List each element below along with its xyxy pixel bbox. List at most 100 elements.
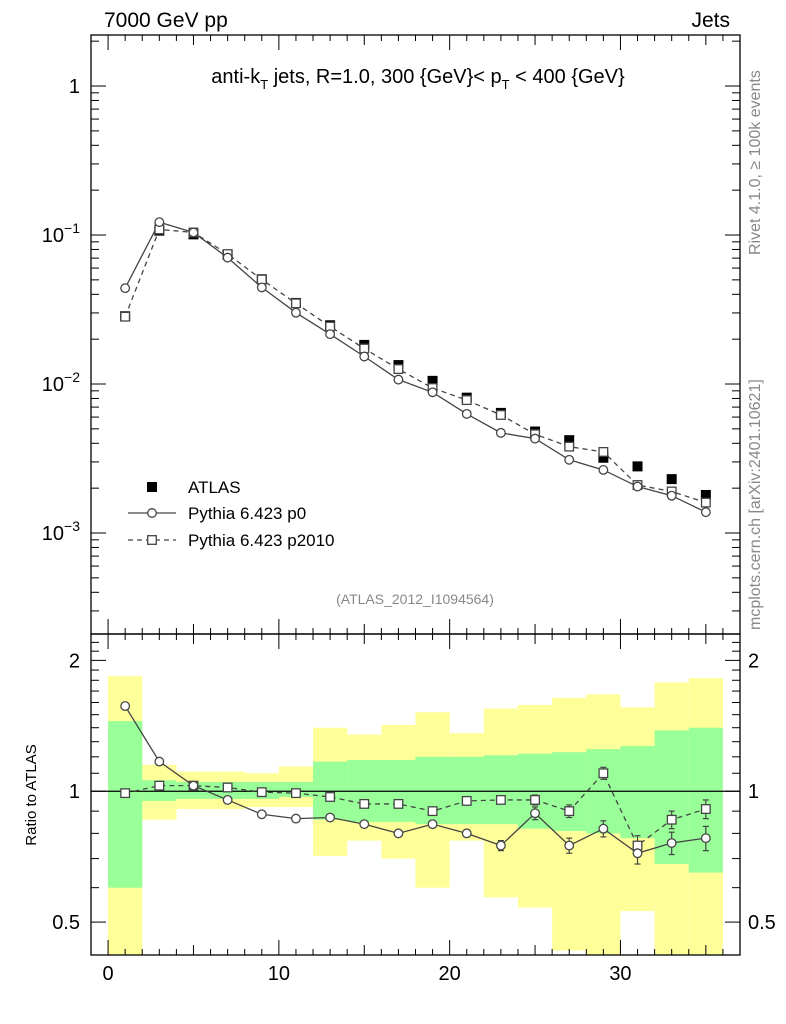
- p0-point: [427, 387, 438, 398]
- ratio-p0-point: [188, 780, 199, 791]
- p0-point: [188, 227, 199, 238]
- ratio-ytick-label-right: 1: [748, 781, 759, 803]
- p0-point: [564, 454, 575, 465]
- axes: 110−110−210−32 21 10.5 0.50 10 20 30: [42, 34, 776, 985]
- legend-atlas-marker: [147, 482, 157, 492]
- p2010-line: [124, 228, 707, 504]
- p0-point: [393, 374, 404, 385]
- p2010-point: [598, 446, 609, 457]
- main-ytick-label: 10−3: [42, 518, 80, 545]
- main-ytick-base: 10: [42, 374, 64, 396]
- p2010-point: [700, 497, 711, 508]
- band-inner-bin: [108, 721, 143, 888]
- ratio-p0-point: [393, 828, 404, 839]
- ratio-p0-point: [461, 828, 472, 839]
- p0-point: [530, 433, 541, 444]
- process-label: Jets: [691, 9, 730, 32]
- ratio-ytick-label-right: 0.5: [748, 912, 776, 934]
- ratio-p2010-point: [256, 787, 267, 798]
- p0-point: [120, 283, 131, 294]
- main-ytick-exponent: −2: [64, 369, 80, 385]
- title-mid: jets, R=1.0, 300 {GeV}< p: [268, 66, 502, 88]
- atlas-point: [598, 452, 609, 463]
- band-inner-bin: [620, 746, 655, 839]
- band-inner-bin: [449, 756, 484, 825]
- title-post: < 400 {GeV}: [510, 66, 625, 88]
- plot-title: anti-kT jets, R=1.0, 300 {GeV}< pT < 400…: [211, 66, 625, 92]
- ratio-p0-point: [427, 819, 438, 830]
- title-pre: anti-k: [211, 66, 261, 88]
- p2010-point: [564, 441, 575, 452]
- ratio-p2010-point: [222, 782, 233, 793]
- main-ytick-label: 10−1: [42, 220, 80, 247]
- main-ytick-exponent: −1: [64, 220, 80, 236]
- p0-point: [359, 351, 370, 362]
- ratio-p0-point: [495, 840, 506, 851]
- atlas-point: [666, 474, 677, 485]
- atlas-point: [427, 375, 438, 386]
- p2010-point: [290, 298, 301, 309]
- ratio-p0-point: [222, 794, 233, 805]
- rivet-label: Rivet 4.1.0, ≥ 100k events: [747, 70, 764, 255]
- ratio-p2010-point: [598, 768, 609, 779]
- ratio-p0-point: [256, 809, 267, 820]
- ratio-p0-point: [598, 823, 609, 834]
- ratio-p2010-point: [666, 814, 677, 825]
- ratio-p2010-point: [325, 792, 336, 802]
- atlas-point: [700, 489, 711, 500]
- legend-p2010-marker: [147, 535, 157, 545]
- p0-point: [700, 507, 711, 518]
- ratio-p2010-point: [530, 794, 541, 805]
- title-sub-1: T: [260, 77, 268, 92]
- legend-p0-marker: [147, 508, 157, 518]
- main-ytick-label: 10−2: [42, 369, 80, 396]
- ratio-p0-point: [154, 756, 165, 767]
- p0-point: [290, 307, 301, 318]
- analysis-id: (ATLAS_2012_I1094564): [336, 591, 494, 607]
- p0-point: [222, 252, 233, 263]
- ratio-p2010-point: [290, 788, 301, 799]
- main-series: [120, 217, 711, 518]
- collision-label: 7000 GeV pp: [104, 9, 228, 32]
- ratio-p0-point: [700, 833, 711, 844]
- ratio-p0-point: [120, 701, 131, 712]
- ratio-ytick-label-left: 1: [69, 781, 80, 803]
- legend-label: Pythia 6.423 p2010: [188, 531, 335, 550]
- atlas-point: [564, 435, 575, 446]
- ratio-p2010-point: [495, 794, 506, 805]
- band-inner-bin: [483, 755, 518, 825]
- ratio-p0-point: [530, 808, 541, 819]
- ratio-p0-point: [632, 848, 643, 859]
- ratio-p0-line: [124, 705, 706, 854]
- p0-point: [632, 481, 643, 492]
- ratio-ytick-label-right: 2: [748, 650, 759, 672]
- ratio-p2010-point: [154, 780, 165, 791]
- main-ytick-base: 1: [69, 76, 80, 98]
- ratio-p0-point: [290, 813, 301, 824]
- ratio-series: [120, 701, 711, 865]
- xtick-label: 30: [609, 963, 631, 985]
- p0-line: [124, 221, 707, 513]
- title-sub-2: T: [502, 77, 510, 92]
- xtick-label: 20: [439, 963, 461, 985]
- ratio-p2010-line: [125, 772, 707, 847]
- ratio-p2010-point: [393, 798, 404, 809]
- xtick-label: 0: [103, 963, 114, 985]
- ratio-p2010-point: [359, 798, 370, 809]
- mcplots-label: mcplots.cern.ch [arXiv:2401.10621]: [747, 379, 764, 630]
- main-ytick-base: 10: [42, 523, 64, 545]
- ratio-p2010-point: [427, 806, 438, 817]
- ratio-p0-point: [666, 838, 677, 848]
- uncertainty-bands: [91, 676, 740, 955]
- main-ytick-exponent: −3: [64, 518, 80, 534]
- p2010-point: [495, 409, 506, 420]
- legend: ATLAS Pythia 6.423 p0 Pythia 6.423 p2010: [128, 478, 335, 550]
- ratio-p0-point: [564, 840, 575, 851]
- p0-point: [495, 427, 506, 438]
- main-ytick-base: 10: [42, 225, 64, 247]
- p0-point: [598, 464, 609, 475]
- ratio-p0-point: [325, 812, 336, 823]
- main-ytick-label: 1: [69, 76, 80, 98]
- p0-point: [461, 408, 472, 419]
